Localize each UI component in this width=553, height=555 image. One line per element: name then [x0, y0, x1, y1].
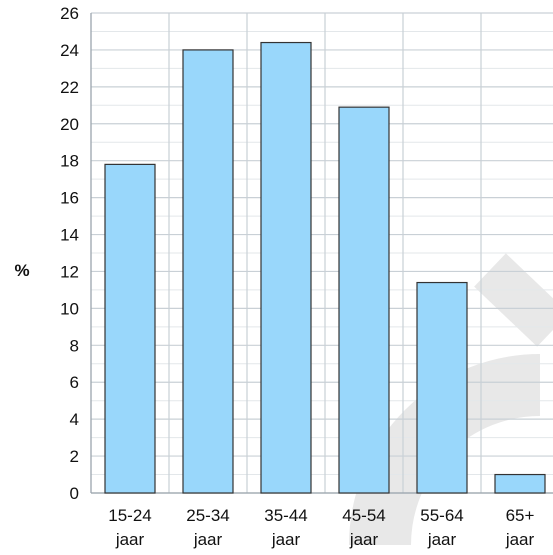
x-tick-label: jaar: [349, 530, 379, 549]
y-tick-label: 8: [70, 336, 79, 355]
x-category-labels: 15-24 jaar 25-34 jaar 35-44 jaar 45-54 jaar 55-6…: [108, 506, 534, 549]
y-axis-label: %: [14, 261, 29, 280]
bar: [182, 49, 234, 494]
x-tick-label: jaar: [115, 530, 145, 549]
y-tick-label: 4: [70, 410, 79, 429]
y-tick-label: 26: [60, 4, 79, 23]
bar: [494, 473, 546, 494]
bar: [104, 163, 156, 494]
x-tick-label: 65+: [506, 506, 535, 525]
y-tick-label: 24: [60, 41, 79, 60]
y-tick-label: 0: [70, 484, 79, 503]
grid: [90, 12, 553, 494]
x-tick-label: 45-54: [342, 506, 385, 525]
bars: [104, 41, 546, 494]
x-tick-label: 35-44: [264, 506, 307, 525]
bar: [416, 281, 468, 494]
x-tick-label: jaar: [427, 530, 457, 549]
y-tick-label: 20: [60, 115, 79, 134]
y-tick-label: 10: [60, 299, 79, 318]
y-tick-label: 16: [60, 189, 79, 208]
x-tick-label: 55-64: [420, 506, 463, 525]
y-tick-label: 22: [60, 78, 79, 97]
y-tick-label: 12: [60, 262, 79, 281]
bar: [338, 106, 390, 494]
bar: [260, 41, 312, 494]
x-tick-label: 25-34: [186, 506, 229, 525]
x-tick-label: 15-24: [108, 506, 151, 525]
x-tick-label: jaar: [271, 530, 301, 549]
y-tick-label: 18: [60, 152, 79, 171]
y-tick-label: 2: [70, 447, 79, 466]
x-tick-label: jaar: [193, 530, 223, 549]
y-tick-label: 14: [60, 226, 79, 245]
x-tick-label: jaar: [505, 530, 535, 549]
y-tick-label: 6: [70, 373, 79, 392]
